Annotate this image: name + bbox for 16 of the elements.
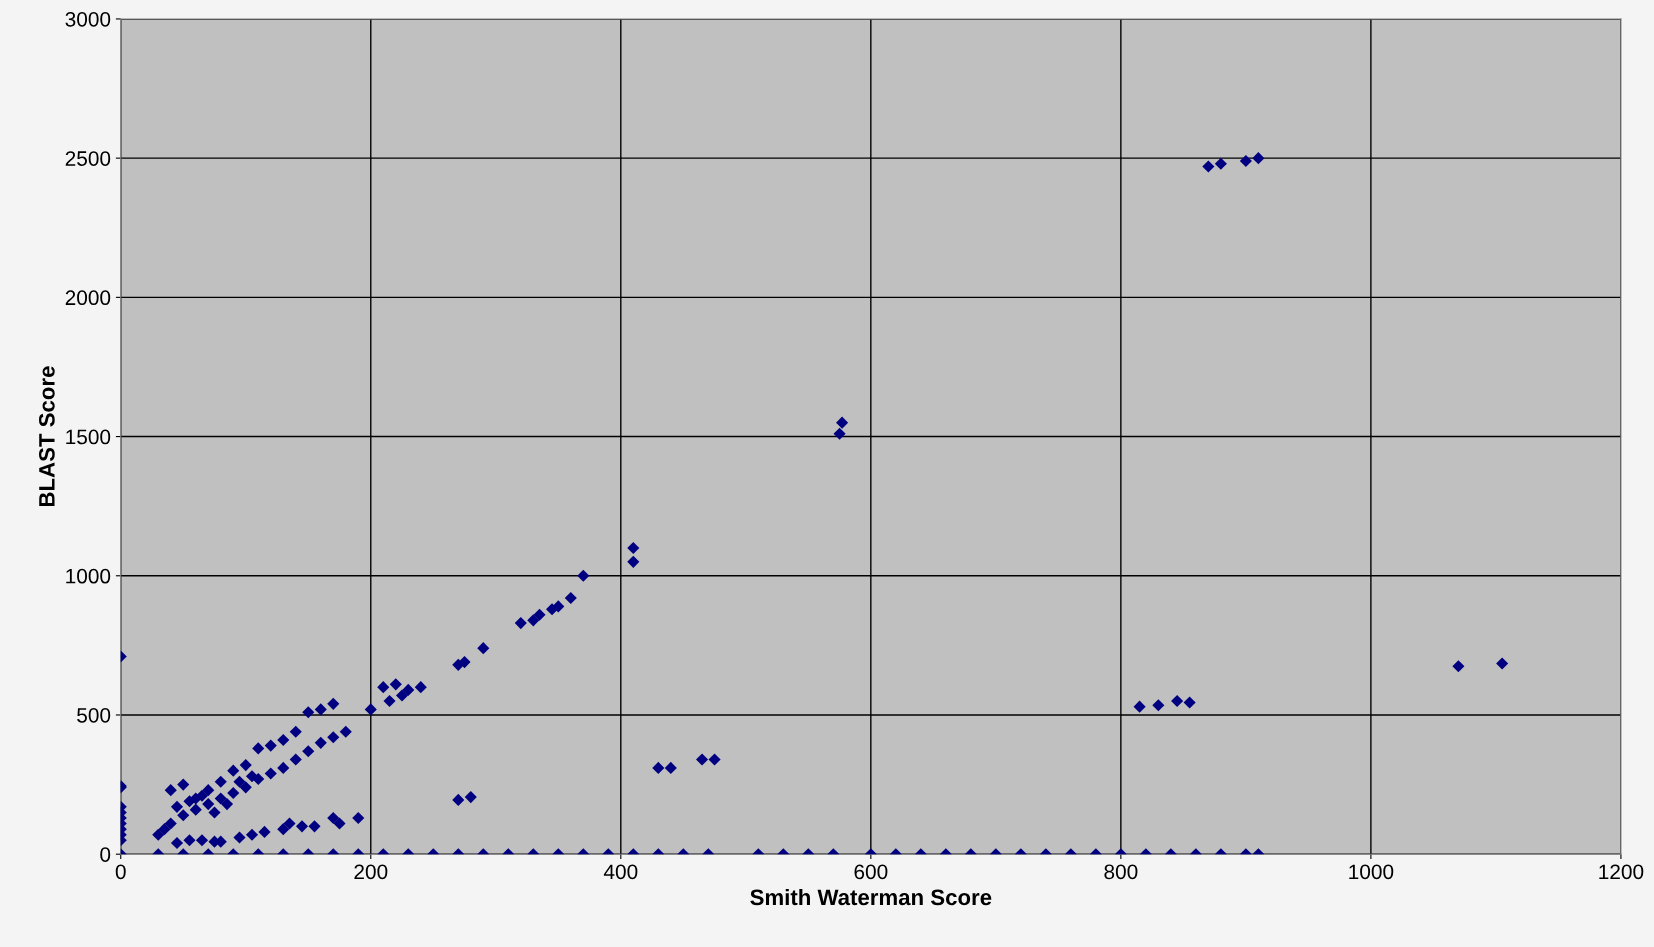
- y-tick-label: 1500: [66, 429, 111, 445]
- y-tick-label: 2000: [65, 290, 111, 306]
- y-tick-label: 2500: [65, 151, 111, 166]
- x-axis-title: Smith Waterman Score: [750, 888, 992, 906]
- y-tick-label: 1000: [66, 568, 111, 584]
- y-axis-title: BLAST Score: [38, 366, 55, 507]
- x-tick-label: 0: [115, 864, 126, 880]
- y-tick-label: 0: [100, 847, 111, 862]
- x-tick-label: 1200: [1599, 864, 1644, 880]
- y-tick-label: 3000: [65, 11, 111, 27]
- x-tick-label: 1000: [1349, 864, 1394, 880]
- x-tick-label: 200: [354, 864, 388, 880]
- x-tick-label: 800: [1104, 864, 1138, 880]
- x-tick-label: 400: [603, 864, 638, 880]
- y-tick-label: 500: [77, 707, 111, 723]
- x-tick-label: 600: [854, 864, 888, 880]
